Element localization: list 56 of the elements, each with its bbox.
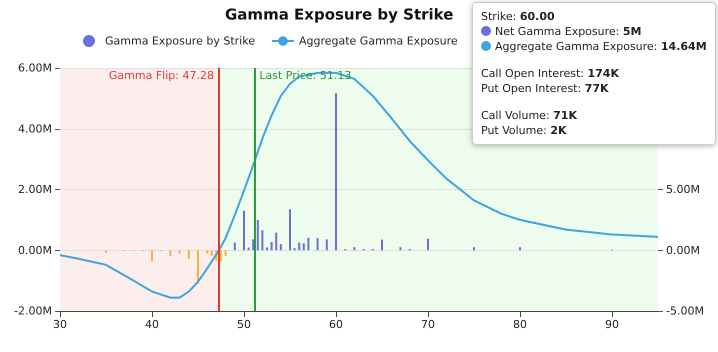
bar xyxy=(302,243,305,250)
y-tick-label: -2.00M xyxy=(14,304,52,318)
bar xyxy=(381,240,383,250)
bar xyxy=(151,250,153,262)
x-tick-label: 30 xyxy=(53,318,67,331)
bar xyxy=(169,250,172,256)
annotation: Put Volume: 2K xyxy=(481,124,567,137)
bar xyxy=(353,247,356,250)
bar xyxy=(280,244,282,250)
bar xyxy=(256,220,259,250)
text: Aggregate Gamma Exposure: 14.64M xyxy=(495,40,707,53)
annotation: Put Open Interest: 77K xyxy=(481,82,609,95)
y-tick-label: 2.00M xyxy=(18,183,52,196)
bar xyxy=(266,248,268,250)
bar xyxy=(210,250,213,256)
bar xyxy=(197,250,199,284)
x-tick-label: 80 xyxy=(513,318,527,331)
bar xyxy=(427,238,429,250)
bar xyxy=(261,230,264,250)
y-tick-label: 4.00M xyxy=(18,122,52,136)
bar xyxy=(316,238,319,250)
x-tick-label: 90 xyxy=(605,318,619,331)
chart-title: Gamma Exposure by Strike xyxy=(225,6,454,24)
x-tick-label: 60 xyxy=(329,318,343,331)
bar xyxy=(224,250,227,256)
y-tick-label: 6.00M xyxy=(18,62,52,74)
bar xyxy=(270,242,273,250)
y2-tick-label: 0.00M xyxy=(666,244,700,257)
text: Net Gamma Exposure: 5M xyxy=(495,25,642,38)
bar xyxy=(298,242,300,250)
bar xyxy=(399,247,402,250)
bar xyxy=(188,250,190,260)
bar xyxy=(326,239,328,250)
x-tick-label: 40 xyxy=(145,318,159,331)
x-tick-label: 50 xyxy=(237,318,251,331)
ref-line-label: Gamma Flip: 47.28 xyxy=(108,69,214,82)
text: Strike: 60.00 xyxy=(481,10,555,23)
y-tick-label: 0.00M xyxy=(18,244,52,257)
annotation: Call Open Interest: 174K xyxy=(481,67,619,80)
y2-tick-label: 5.00M xyxy=(666,183,700,196)
bar xyxy=(335,93,337,250)
legend-label: Aggregate Gamma Exposure xyxy=(298,34,458,48)
bar xyxy=(289,209,291,250)
bar xyxy=(234,242,236,250)
y2-tick-label: -5.00M xyxy=(666,304,704,318)
bar xyxy=(220,250,222,262)
legend-label: Gamma Exposure by Strike xyxy=(105,34,256,48)
bar xyxy=(307,238,310,250)
bar xyxy=(275,232,278,250)
annotation: Call Volume: 71K xyxy=(481,109,577,122)
bar xyxy=(252,239,254,250)
bar xyxy=(519,247,521,250)
bar xyxy=(243,210,245,250)
x-tick-label: 70 xyxy=(421,318,435,331)
bar xyxy=(473,247,475,250)
bar xyxy=(248,248,250,250)
